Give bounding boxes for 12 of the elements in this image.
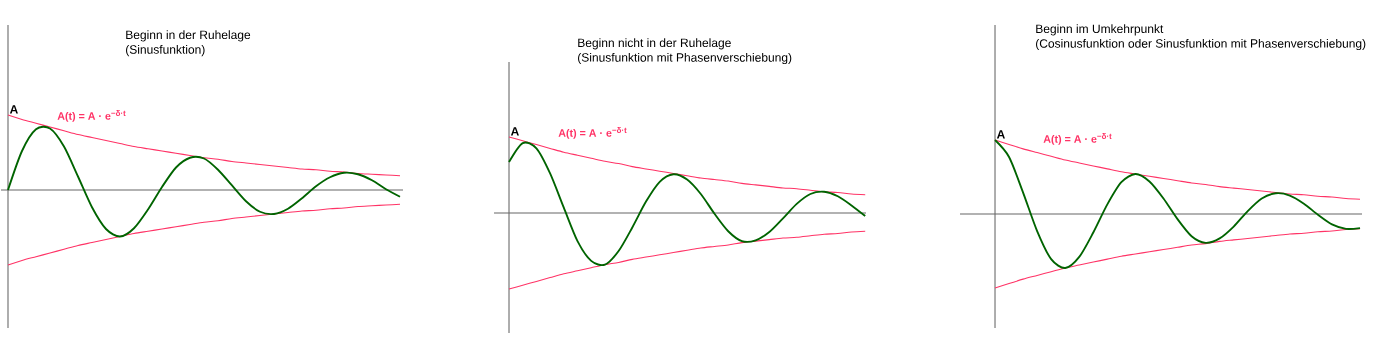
chart-title: Beginn in der Ruhelage	[126, 30, 251, 42]
chart-subtitle: (Sinusfunktion)	[126, 44, 205, 57]
text: A	[9, 105, 18, 114]
text: A	[510, 127, 519, 136]
chart-title: Beginn nicht in der Ruhelage	[578, 38, 731, 50]
chart-subtitle: (Cosinusfunktion oder Sinusfunktion mit Phasenverschiebung)	[1036, 38, 1366, 51]
chart-title: Beginn im Umkehrpunkt	[1036, 24, 1164, 36]
annotation: A(t) = A · e$^{−δ·t}$	[1043, 133, 1112, 145]
text: A	[996, 130, 1005, 139]
annotation: A(t) = A · e$^{−δ·t}$	[558, 127, 627, 139]
chart-subtitle: (Sinusfunktion mit Phasenverschiebung)	[578, 52, 792, 65]
annotation: A(t) = A · e$^{−δ·t}$	[57, 110, 126, 122]
